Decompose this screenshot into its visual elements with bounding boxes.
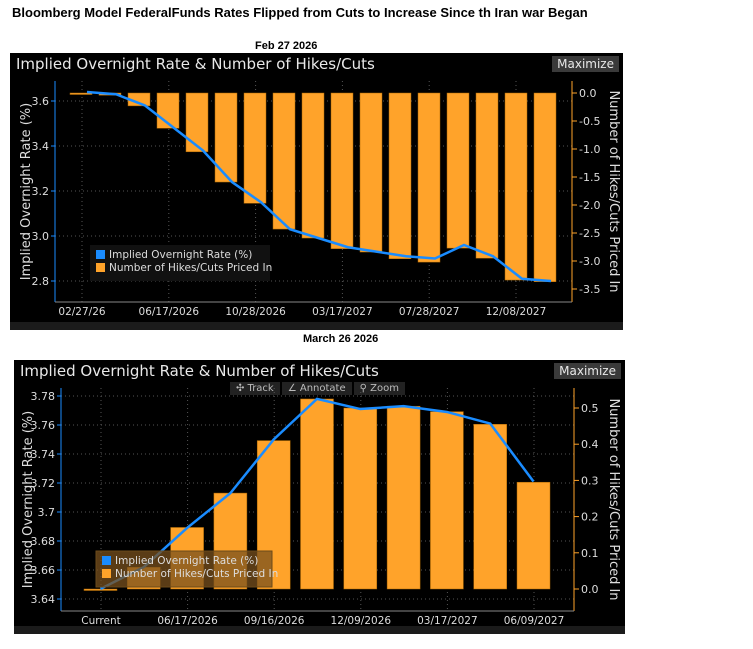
chart2-right-tick-label: 0.1 <box>581 547 599 560</box>
chart1-x-tick-label: 03/17/2027 <box>312 306 373 318</box>
chart1-bar <box>359 92 383 253</box>
zoom-button[interactable]: ⚲ Zoom <box>353 382 405 395</box>
chart1-bar <box>330 92 354 249</box>
chart1-bar <box>504 92 528 281</box>
chart2-bar <box>473 424 507 590</box>
chart1-right-tick-label: -3.0 <box>579 255 600 268</box>
chart2-left-tick-label: 3.76 <box>31 419 56 432</box>
chart1-bar <box>446 92 470 249</box>
chart2-x-tick-label: 06/09/2027 <box>504 615 565 627</box>
chart1-right-tick-label: 0.0 <box>579 87 597 100</box>
chart2-left-tick-label: 3.68 <box>31 535 56 548</box>
chart2-right-tick-label: 0.2 <box>581 511 599 524</box>
chart1-x-tick-label: 12/08/2027 <box>486 306 547 318</box>
chart2-panel: Implied Overnight Rate & Number of Hikes… <box>14 360 625 634</box>
chart1-legend-swatch <box>96 263 105 272</box>
chart2-bar <box>430 411 464 590</box>
chart1-left-tick-label: 3.0 <box>32 230 50 243</box>
chart2-maximize-button[interactable]: Maximize <box>554 363 621 379</box>
chart2-footer <box>14 626 625 634</box>
chart1-legend-label: Number of Hikes/Cuts Priced In <box>109 262 272 274</box>
chart1-legend-swatch <box>96 250 105 259</box>
chart2-x-tick-label: Current <box>81 615 120 627</box>
chart1-right-tick-label: -1.5 <box>579 171 600 184</box>
chart2-right-tick-label: 0.0 <box>581 583 599 596</box>
chart1-right-tick-label: -2.5 <box>579 227 600 240</box>
chart2-left-tick-label: 3.74 <box>31 448 56 461</box>
chart1-bar <box>69 92 93 95</box>
chart1-maximize-button[interactable]: Maximize <box>552 56 619 72</box>
chart2-left-tick-label: 3.66 <box>31 564 56 577</box>
chart2-legend-swatch <box>102 556 111 565</box>
chart2-left-axis-label: Implied Overnight Rate (%) <box>21 411 36 588</box>
chart1-bar <box>272 92 296 230</box>
chart1-right-tick-label: -2.0 <box>579 199 600 212</box>
chart1-panel: Implied Overnight Rate & Number of Hikes… <box>10 53 623 330</box>
chart1-x-tick-label: 10/28/2026 <box>225 306 286 318</box>
chart1-bar <box>388 92 412 260</box>
chart1-bar <box>301 92 325 239</box>
chart1-right-tick-label: -0.5 <box>579 115 600 128</box>
chart2-legend-label: Implied Overnight Rate (%) <box>115 555 258 567</box>
chart1-bar <box>243 92 267 204</box>
chart1-left-axis-label: Implied Overnight Rate (%) <box>19 103 34 280</box>
headline: Bloomberg Model FederalFunds Rates Flipp… <box>12 5 588 20</box>
chart1-right-axis-label: Number of Hikes/Cuts Priced In <box>606 90 621 292</box>
chart2-left-tick-label: 3.7 <box>38 506 56 519</box>
chart2-x-tick-label: 12/09/2026 <box>331 615 392 627</box>
chart1-bar <box>417 92 441 263</box>
chart2-right-axis-label: Number of Hikes/Cuts Priced In <box>606 398 621 600</box>
chart1-title: Implied Overnight Rate & Number of Hikes… <box>16 55 375 73</box>
chart2-left-tick-label: 3.78 <box>31 390 56 403</box>
chart1-x-tick-label: 02/27/26 <box>58 306 105 318</box>
chart2-svg: 3.78 3.76 3.74 3.72 3.7 3.68 3.66 3.64 0.5 0.4 0.3… <box>21 388 621 627</box>
chart2-bar <box>386 405 421 590</box>
chart1-left-tick-label: 3.4 <box>32 140 50 153</box>
chart1-right-tick-label: -3.5 <box>579 283 600 296</box>
chart1-caption: Feb 27 2026 <box>255 40 318 52</box>
chart1-svg: 3.6 3.4 3.2 3.0 2.8 0.0 -0.5 -1.0 -1.5 -2.0 -2.5 -3… <box>19 81 621 318</box>
chart1-bar <box>533 92 557 282</box>
chart1-left-tick-label: 2.8 <box>32 275 50 288</box>
chart1-bar <box>214 92 238 183</box>
chart2-right-tick-label: 0.5 <box>581 402 599 415</box>
annotate-button[interactable]: ∠ Annotate <box>281 382 352 395</box>
chart1-legend-box <box>90 245 270 281</box>
chart2-right-tick-label: 0.4 <box>581 438 599 451</box>
chart2-legend-swatch <box>102 569 111 578</box>
chart2-bar <box>83 588 118 591</box>
chart2-caption: March 26 2026 <box>303 333 379 345</box>
chart2-bar <box>343 407 378 590</box>
chart2-legend-label: Number of Hikes/Cuts Priced In <box>115 568 278 580</box>
chart1-footer <box>10 322 623 330</box>
chart2-left-tick-label: 3.64 <box>31 593 56 606</box>
chart1-legend-label: Implied Overnight Rate (%) <box>109 249 252 261</box>
chart2-left-tick-label: 3.72 <box>31 477 56 490</box>
chart1-x-tick-label: 06/17/2026 <box>139 306 200 318</box>
chart2-bar <box>516 481 551 590</box>
chart1-bar <box>475 92 499 259</box>
chart2-title: Implied Overnight Rate & Number of Hikes… <box>20 362 379 380</box>
chart2-legend-box <box>95 550 273 588</box>
chart2-right-tick-label: 0.3 <box>581 474 599 487</box>
chart2-x-tick-label: 06/17/2026 <box>157 615 218 627</box>
chart2-x-tick-label: 09/16/2026 <box>244 615 305 627</box>
chart1-bar <box>185 92 209 153</box>
chart1-left-tick-label: 3.2 <box>32 185 50 198</box>
chart1-right-tick-label: -1.0 <box>579 143 600 156</box>
chart1-x-tick-label: 07/28/2027 <box>399 306 460 318</box>
track-button[interactable]: ✣ Track <box>230 382 280 395</box>
chart2-x-tick-label: 03/17/2027 <box>417 615 478 627</box>
chart1-left-tick-label: 3.6 <box>32 95 50 108</box>
chart2-bar <box>300 398 334 590</box>
